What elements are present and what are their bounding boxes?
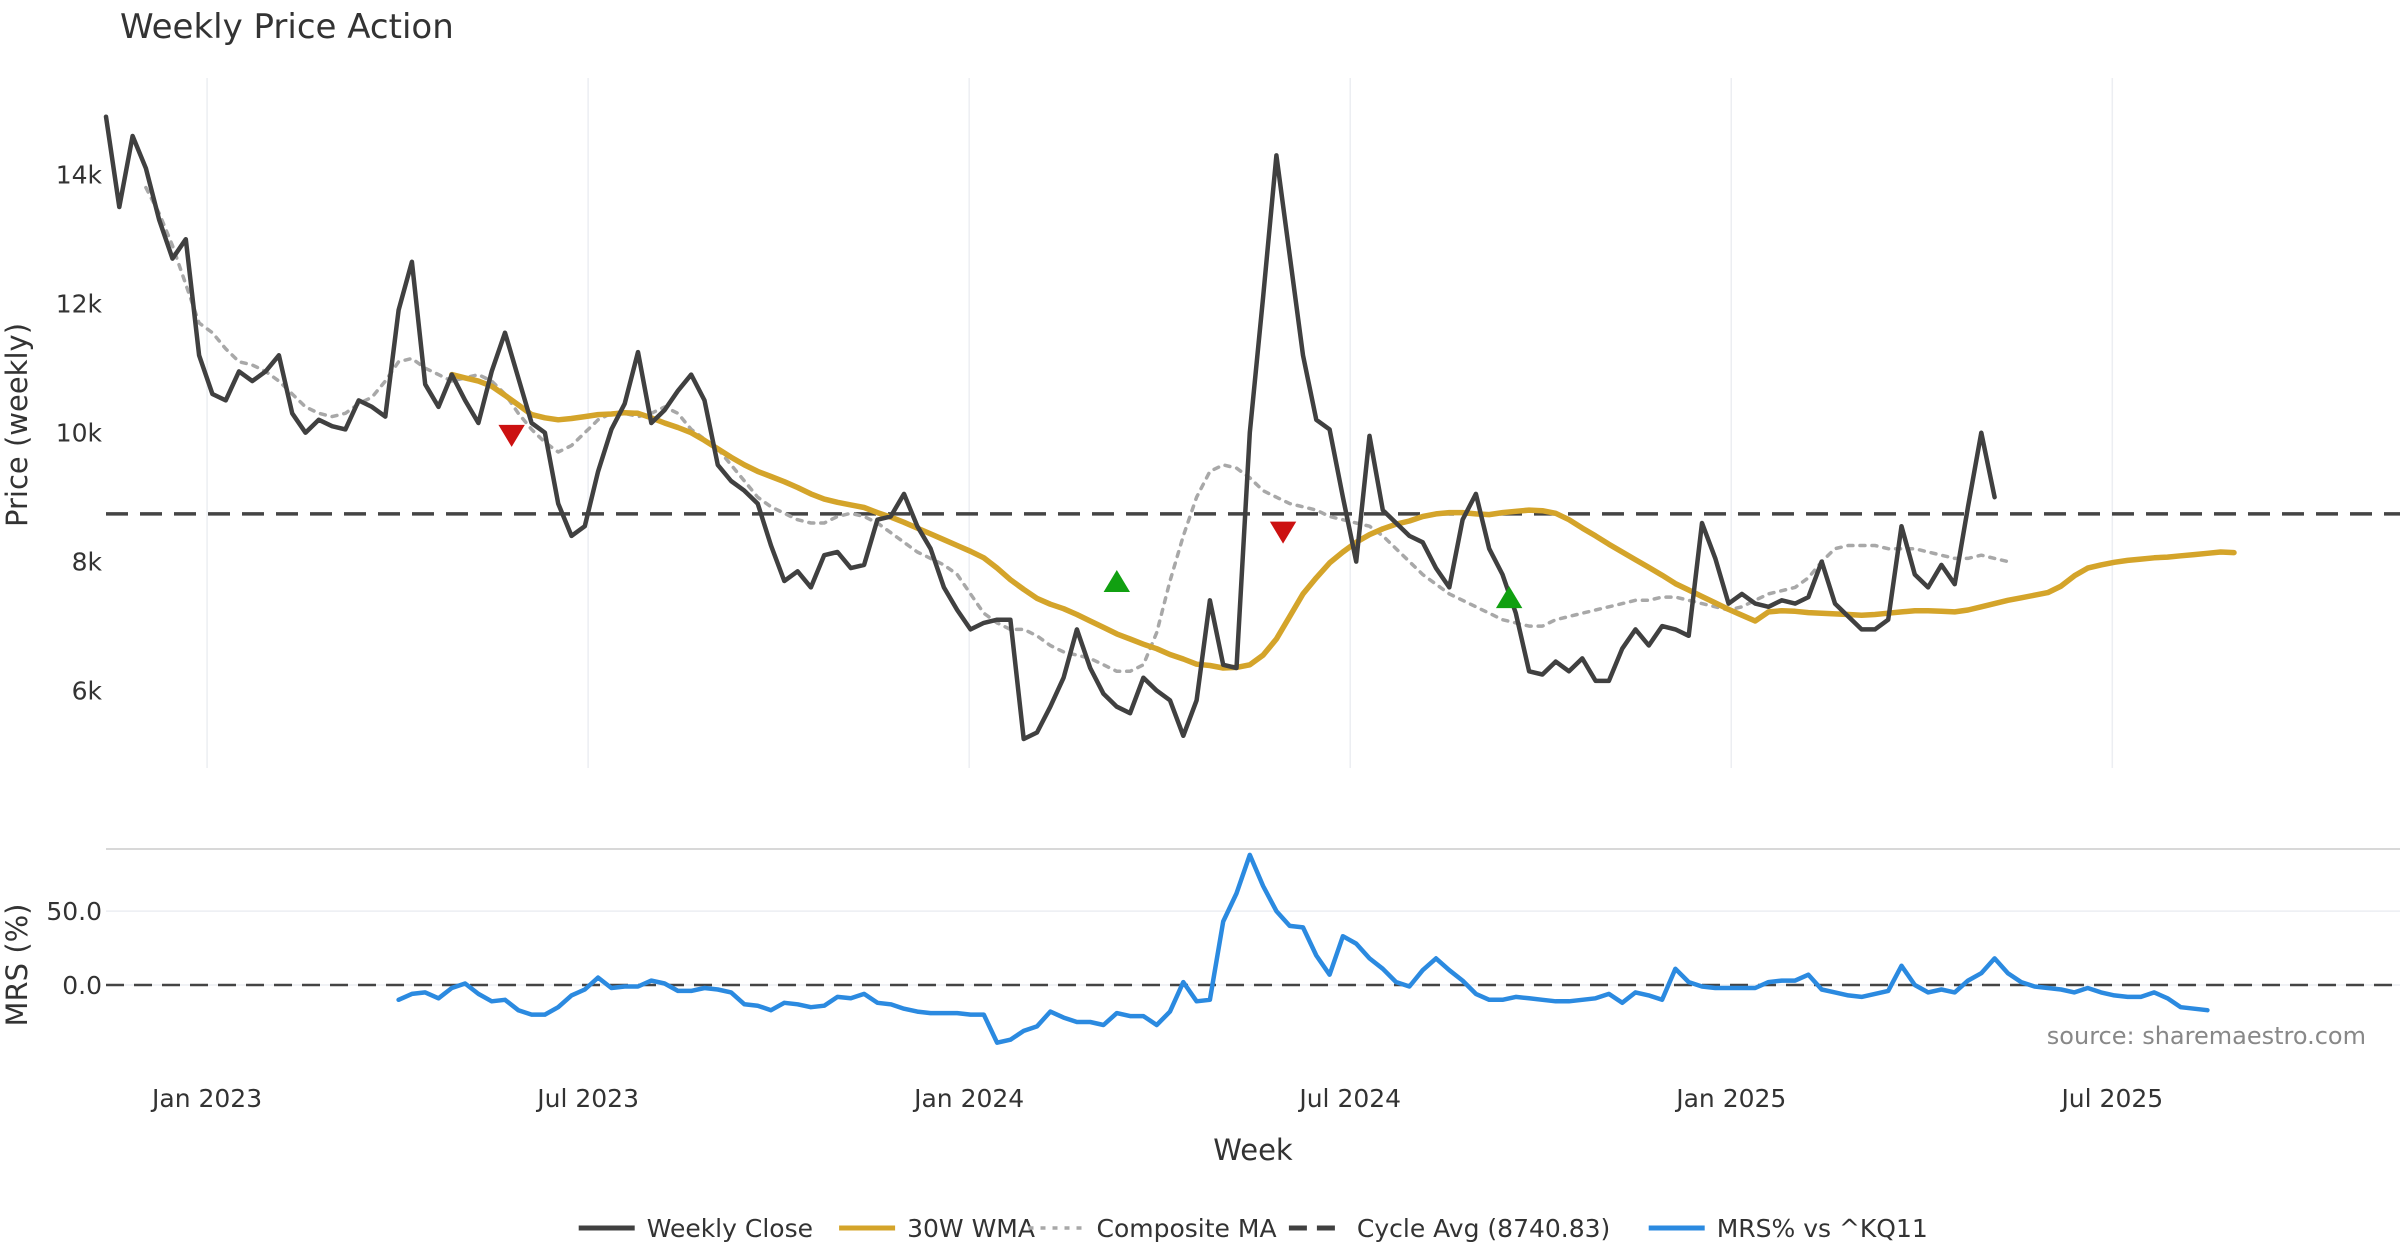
x-axis-label: Week	[1213, 1133, 1293, 1167]
legend-item-weekly-close: Weekly Close	[578, 1214, 813, 1243]
mrs-y-axis-label: MRS (%)	[0, 904, 34, 1027]
mrs-y-ticks: 0.0 50.0	[46, 897, 102, 1000]
x-tick-label: Jan 2024	[912, 1084, 1024, 1113]
price-y-tick-label: 14k	[56, 161, 103, 190]
sell-signal-marker	[1269, 521, 1297, 544]
mrs-gridlines	[106, 910, 2400, 986]
legend-label: Cycle Avg (8740.83)	[1357, 1214, 1610, 1243]
series-30w-wma	[449, 371, 2237, 671]
mrs-y-tick-label: 0.0	[62, 971, 102, 1000]
legend-label: 30W WMA	[907, 1214, 1035, 1243]
price-y-tick-label: 12k	[56, 290, 103, 319]
legend: Weekly Close 30W WMA Composite MA Cycle Avg…	[578, 1214, 1928, 1243]
legend-item-composite-ma: Composite MA	[1028, 1214, 1277, 1243]
source-note: source: sharemaestro.com	[2047, 1022, 2366, 1050]
legend-label: MRS% vs ^KQ11	[1717, 1214, 1928, 1243]
buy-signal-marker	[1103, 569, 1130, 592]
legend-item-30w-wma: 30W WMA	[839, 1214, 1035, 1243]
sell-signal-marker	[498, 424, 525, 447]
series-mrs-vs-kq11	[396, 852, 2210, 1045]
price-y-tick-label: 10k	[56, 419, 103, 448]
chart-title: Weekly Price Action	[120, 7, 454, 47]
buy-signal-marker	[1495, 586, 1523, 609]
x-tick-label: Jul 2024	[1297, 1084, 1401, 1113]
x-tick-label: Jan 2023	[150, 1084, 262, 1113]
x-tick-label: Jul 2023	[535, 1084, 639, 1113]
x-tick-label: Jan 2025	[1674, 1084, 1786, 1113]
legend-label: Composite MA	[1097, 1214, 1277, 1243]
price-y-tick-label: 6k	[72, 677, 103, 706]
x-axis-ticks: Jan 2023 Jul 2023 Jan 2024 Jul 2024 Jan 2025…	[150, 1084, 2163, 1113]
price-gridlines	[206, 78, 2114, 768]
series-weekly-close	[103, 114, 1997, 742]
x-tick-label: Jul 2025	[2059, 1084, 2163, 1113]
signal-markers	[498, 424, 1523, 609]
mrs-y-tick-label: 50.0	[46, 897, 102, 926]
price-series	[103, 114, 2237, 742]
price-y-tick-label: 8k	[72, 548, 103, 577]
legend-item-mrs-vs-kq11: MRS% vs ^KQ11	[1648, 1214, 1928, 1243]
legend-item-cycle-avg-8740-83: Cycle Avg (8740.83)	[1288, 1214, 1610, 1243]
mrs-series	[396, 852, 2210, 1045]
price-y-axis-label: Price (weekly)	[0, 323, 34, 527]
legend-label: Weekly Close	[647, 1214, 813, 1243]
price-y-ticks: 6k 8k 10k 12k 14k	[56, 161, 103, 706]
